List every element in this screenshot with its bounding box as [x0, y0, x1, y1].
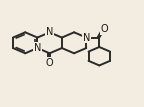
- Text: N: N: [83, 33, 90, 43]
- Text: N: N: [46, 27, 53, 37]
- Text: O: O: [100, 24, 108, 34]
- Text: N: N: [34, 43, 41, 53]
- Text: O: O: [46, 58, 53, 68]
